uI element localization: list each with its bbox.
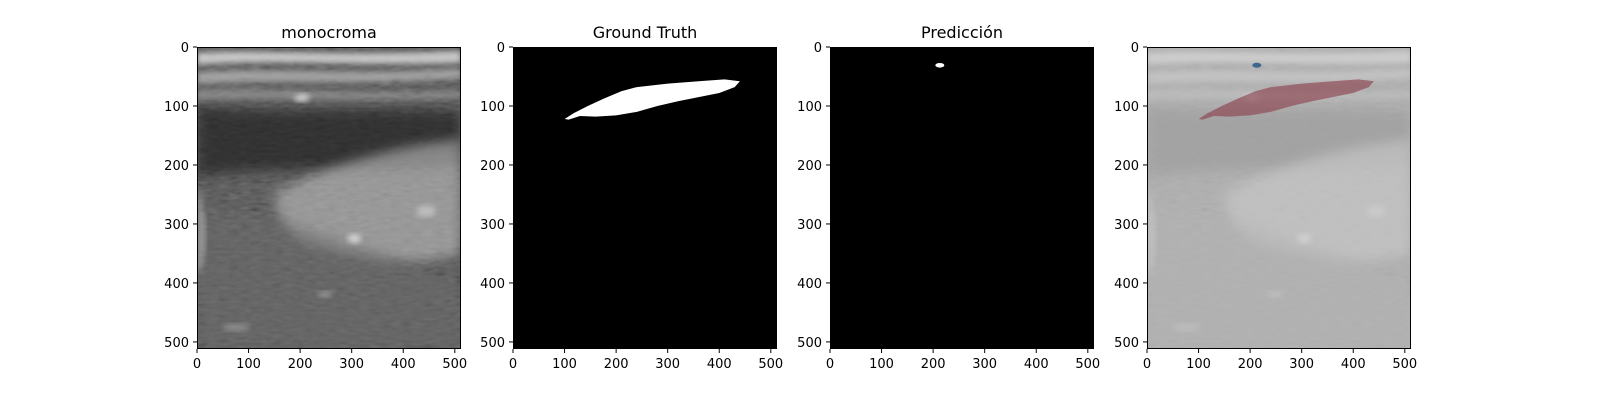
y-tick-label: 300 — [164, 218, 189, 233]
mask-background — [830, 47, 1094, 349]
axes-frame — [1147, 47, 1411, 349]
y-tick-label: 400 — [1114, 277, 1139, 292]
x-tick-label: 0 — [193, 357, 201, 372]
x-tick-label: 200 — [921, 357, 946, 372]
y-tick-label: 200 — [1114, 159, 1139, 174]
prediction-region — [935, 62, 945, 68]
x-tick-label: 100 — [1186, 357, 1211, 372]
x-tick-label: 300 — [655, 357, 680, 372]
axes-frame — [513, 47, 777, 349]
x-tick-label: 100 — [869, 357, 894, 372]
x-tick-label: 500 — [1075, 357, 1100, 372]
y-tick-label: 400 — [480, 277, 505, 292]
overlay-prediction-region — [1252, 62, 1262, 68]
overlay-ground-truth-region — [1198, 79, 1374, 120]
ultrasound-image — [197, 47, 461, 349]
x-tick-label: 500 — [442, 357, 467, 372]
x-tick-label: 400 — [707, 357, 732, 372]
x-tick-label: 0 — [509, 357, 517, 372]
y-tick-label: 100 — [480, 100, 505, 115]
y-tick-label: 300 — [480, 218, 505, 233]
panel-title: Ground Truth — [593, 23, 698, 42]
y-tick-label: 200 — [480, 159, 505, 174]
y-tick-label: 400 — [797, 277, 822, 292]
x-tick-label: 300 — [1289, 357, 1314, 372]
panel-title: Predicción — [921, 23, 1003, 42]
y-tick-label: 500 — [797, 336, 822, 351]
axes-frame — [197, 47, 461, 349]
x-tick-label: 300 — [339, 357, 364, 372]
panel-title: monocroma — [281, 23, 377, 42]
x-tick-label: 200 — [604, 357, 629, 372]
panel-monocroma: monocroma 0 100 200 300 400 500 0 100 200 300 400 50… — [164, 23, 467, 372]
panel-prediccion: Predicción 0 100 200 300 400 500 0 100 200 300 400 5… — [797, 23, 1100, 372]
y-tick-label: 0 — [497, 41, 505, 56]
y-tick-label: 0 — [814, 41, 822, 56]
x-tick-label: 500 — [758, 357, 783, 372]
x-tick-label: 0 — [1143, 357, 1151, 372]
x-tick-label: 200 — [1238, 357, 1263, 372]
y-tick-label: 0 — [181, 41, 189, 56]
panel-ground-truth: Ground Truth 0 100 200 300 400 500 0 100 200 300 40… — [480, 23, 783, 372]
y-tick-label: 500 — [1114, 336, 1139, 351]
x-tick-label: 100 — [236, 357, 261, 372]
y-tick-label: 0 — [1131, 41, 1139, 56]
x-tick-label: 0 — [826, 357, 834, 372]
y-tick-label: 100 — [164, 100, 189, 115]
y-tick-label: 200 — [164, 159, 189, 174]
x-tick-label: 500 — [1392, 357, 1417, 372]
x-tick-label: 400 — [1341, 357, 1366, 372]
y-tick-label: 200 — [797, 159, 822, 174]
y-tick-label: 300 — [797, 218, 822, 233]
ground-truth-region — [564, 79, 740, 120]
x-tick-label: 300 — [972, 357, 997, 372]
x-tick-label: 400 — [391, 357, 416, 372]
axes-frame — [830, 47, 1094, 349]
y-tick-label: 100 — [1114, 100, 1139, 115]
panel-overlay: 0 100 200 300 400 500 0 100 200 300 400 500 — [1114, 41, 1417, 372]
y-tick-label: 300 — [1114, 218, 1139, 233]
x-tick-label: 400 — [1024, 357, 1049, 372]
y-tick-label: 400 — [164, 277, 189, 292]
y-tick-label: 500 — [164, 336, 189, 351]
x-tick-label: 200 — [288, 357, 313, 372]
y-tick-label: 100 — [797, 100, 822, 115]
y-tick-label: 500 — [480, 336, 505, 351]
x-tick-label: 100 — [552, 357, 577, 372]
